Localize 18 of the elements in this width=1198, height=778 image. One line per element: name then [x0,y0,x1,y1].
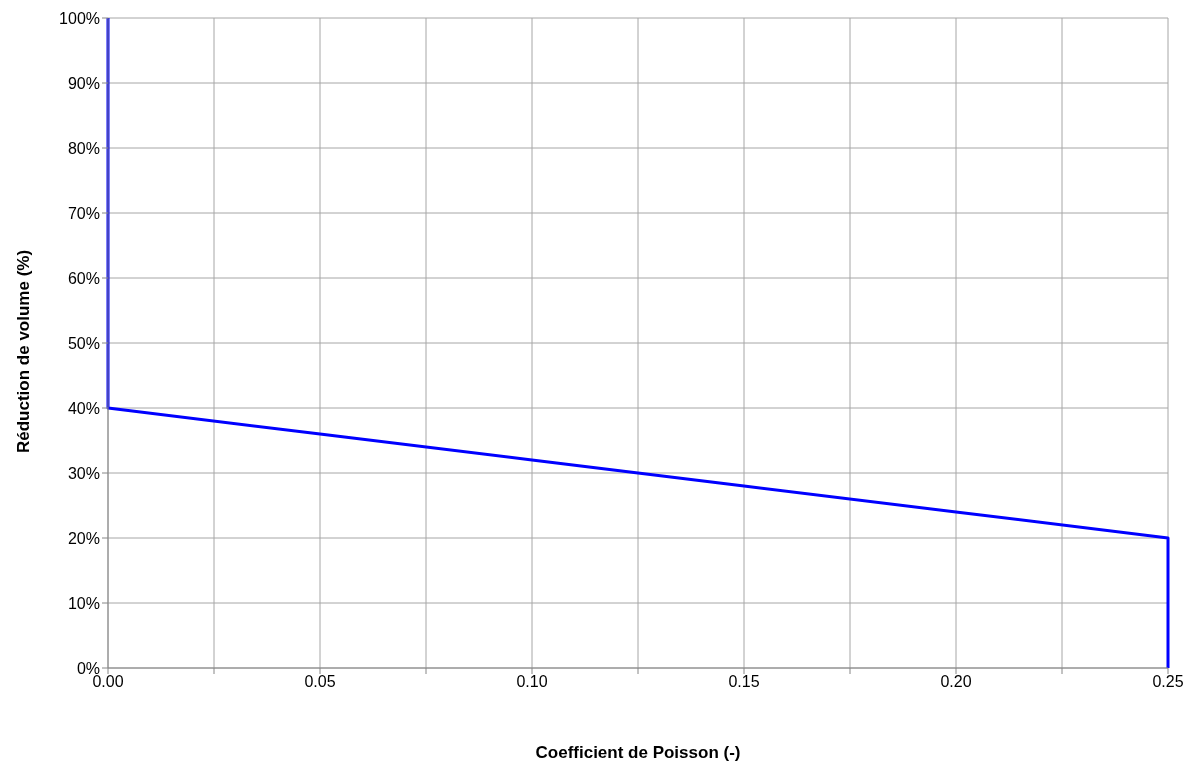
y-tick-label: 60% [67,269,100,287]
x-tick-label: 0.25 [1152,673,1184,691]
y-tick-label: 20% [67,529,100,547]
y-tick-label: 100% [59,9,100,27]
y-tick-label: 30% [67,464,100,482]
y-tick-label: 80% [67,139,100,157]
y-tick-label: 70% [67,204,100,222]
y-tick-label: 40% [67,399,100,417]
y-axis-title: Réduction de volume (%) [14,249,34,453]
x-tick-label: 0.15 [728,673,760,691]
x-tick-label: 0.20 [940,673,972,691]
x-tick-label: 0.00 [92,673,124,691]
y-tick-label: 50% [67,334,100,352]
x-axis-title: Coefficient de Poisson (-) [535,743,741,762]
x-tick-label: 0.10 [516,673,548,691]
y-tick-label: 10% [67,594,100,612]
y-tick-label: 90% [67,74,100,92]
x-tick-label: 0.05 [304,673,336,691]
